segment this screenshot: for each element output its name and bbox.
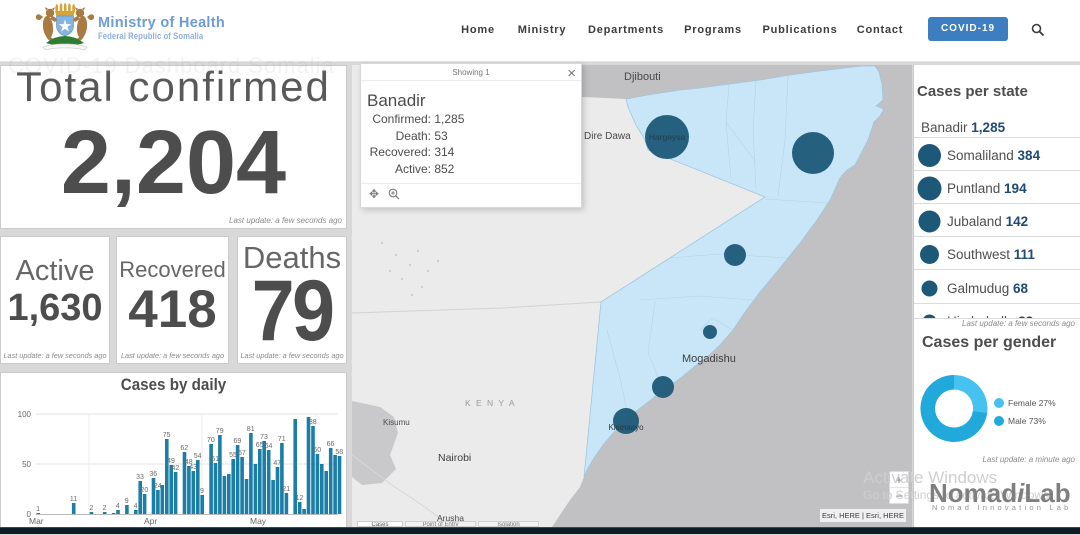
svg-text:2: 2 <box>103 505 107 512</box>
svg-text:Mar: Mar <box>29 516 44 526</box>
svg-text:21: 21 <box>282 486 290 493</box>
svg-text:62: 62 <box>180 445 188 452</box>
svg-text:64: 64 <box>265 443 273 450</box>
svg-text:88: 88 <box>309 419 317 426</box>
svg-text:42: 42 <box>172 465 180 472</box>
svg-text:4: 4 <box>134 503 138 510</box>
svg-text:Hargeysa: Hargeysa <box>649 132 686 142</box>
svg-text:50: 50 <box>22 460 31 469</box>
svg-text:47: 47 <box>273 460 281 467</box>
svg-text:Dire Dawa: Dire Dawa <box>584 131 631 142</box>
svg-text:4: 4 <box>116 503 120 510</box>
svg-text:73: 73 <box>260 434 268 441</box>
svg-text:Apr: Apr <box>144 516 157 526</box>
svg-text:57: 57 <box>238 450 246 457</box>
svg-text:48: 48 <box>185 459 193 466</box>
svg-text:69: 69 <box>234 438 242 445</box>
svg-text:Nairobi: Nairobi <box>438 452 471 464</box>
svg-text:55: 55 <box>229 452 237 459</box>
svg-text:24: 24 <box>154 483 162 490</box>
svg-text:9: 9 <box>125 498 129 505</box>
svg-text:Arusha: Arusha <box>437 513 464 523</box>
svg-text:2: 2 <box>89 505 93 512</box>
svg-text:Male 73%: Male 73% <box>1008 416 1046 426</box>
svg-text:Kismaayo: Kismaayo <box>608 423 644 432</box>
svg-text:May: May <box>250 516 267 526</box>
svg-text:100: 100 <box>18 410 32 419</box>
svg-text:58: 58 <box>335 449 343 456</box>
svg-text:36: 36 <box>149 471 157 478</box>
svg-text:9: 9 <box>200 488 204 495</box>
svg-text:75: 75 <box>163 432 171 439</box>
svg-text:51: 51 <box>211 456 219 463</box>
svg-text:71: 71 <box>278 436 286 443</box>
svg-text:20: 20 <box>141 487 149 494</box>
svg-text:60: 60 <box>313 447 321 454</box>
svg-text:Djibouti: Djibouti <box>624 71 661 83</box>
svg-text:43: 43 <box>189 464 197 471</box>
svg-text:65: 65 <box>256 442 264 449</box>
svg-text:79: 79 <box>216 428 224 435</box>
svg-text:81: 81 <box>247 426 255 433</box>
svg-text:70: 70 <box>207 437 215 444</box>
svg-text:66: 66 <box>327 441 335 448</box>
svg-text:33: 33 <box>136 474 144 481</box>
svg-text:1: 1 <box>36 506 40 513</box>
svg-text:54: 54 <box>194 453 202 460</box>
svg-text:12: 12 <box>296 495 304 502</box>
svg-text:Kisumu: Kisumu <box>383 418 410 427</box>
svg-text:Female 27%: Female 27% <box>1008 398 1056 408</box>
svg-text:11: 11 <box>70 496 77 503</box>
svg-text:Mogadishu: Mogadishu <box>682 353 736 365</box>
svg-text:K E N Y A: K E N Y A <box>465 398 516 408</box>
svg-text:0: 0 <box>27 510 32 519</box>
svg-text:49: 49 <box>167 458 175 465</box>
